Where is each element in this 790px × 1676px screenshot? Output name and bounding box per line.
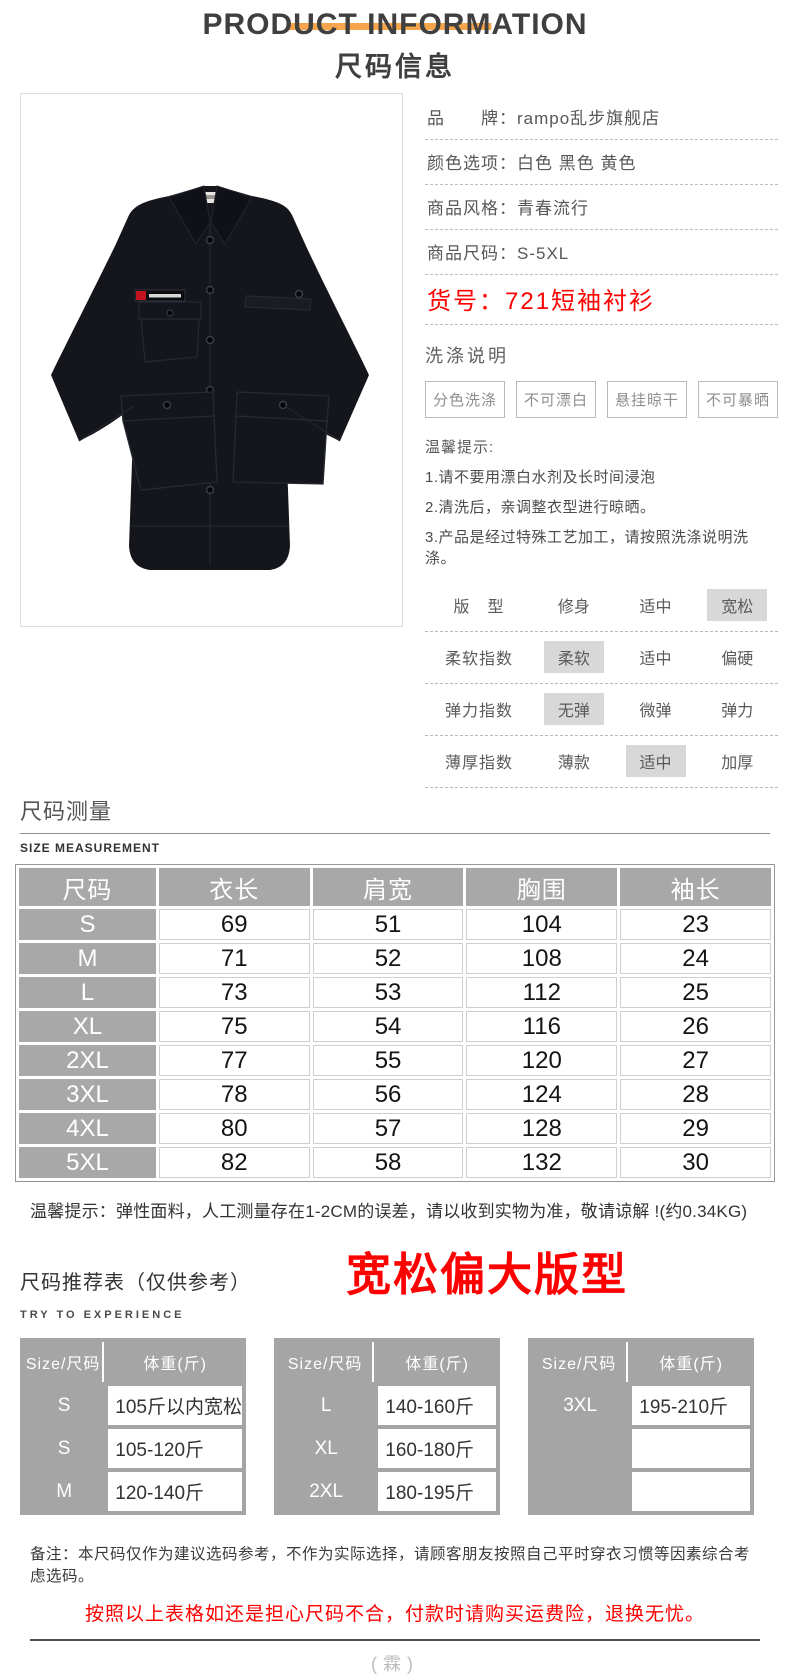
brand-label: 品 牌： — [427, 109, 517, 128]
table-row: 3XL 78 56 124 28 — [19, 1079, 771, 1110]
page-title-zh: 尺码信息 — [335, 52, 455, 82]
colors-label: 颜色选项： — [427, 154, 517, 173]
wash-tag-hang-dry: 悬挂晾干 — [607, 381, 688, 418]
remark-note: 备注：本尺码仅作为建议选码参考，不作为实际选择，请顾客朋友按照自己平时穿衣习惯等… — [30, 1546, 751, 1585]
size-cell: 2XL — [19, 1045, 156, 1076]
selected-option: 适中 — [625, 745, 686, 777]
section-divider — [20, 833, 770, 834]
fit-type-label: 宽松偏大版型 — [346, 1249, 629, 1300]
attr-row-elasticity: 弹力指数 无弹 微弹 弹力 — [425, 684, 779, 736]
table-row — [532, 1429, 750, 1468]
size-cell: 4XL — [19, 1113, 156, 1144]
selected-option: 无弹 — [543, 693, 604, 725]
selected-option: 宽松 — [707, 589, 768, 621]
size-cell: 5XL — [19, 1147, 156, 1178]
size-measurement-table: 尺码 衣长 肩宽 胸围 袖长 S 69 51 104 23 M 71 52 10… — [15, 864, 775, 1182]
wash-tip-1: 1.请不要用漂白水剂及长时间浸泡 — [425, 469, 656, 486]
product-image — [20, 93, 403, 627]
recommend-header: 尺码推荐表（仅供参考） 宽松偏大版型 — [20, 1238, 770, 1303]
table-row: S 105-120斤 — [24, 1429, 242, 1468]
size-cell: M — [19, 943, 156, 974]
wash-tip-2: 2.清洗后，亲调整衣型进行晾晒。 — [425, 499, 656, 516]
table-row: 4XL 80 57 128 29 — [19, 1113, 771, 1144]
size-section-title: 尺码测量 — [20, 799, 113, 824]
watermark: (霖) — [371, 1654, 419, 1674]
sizes-label: 商品尺码： — [427, 244, 517, 263]
table-row: S 69 51 104 23 — [19, 909, 771, 940]
recommend-tables: Size/尺码 体重(斤) S 105斤以内宽松 S 105-120斤 M 12… — [20, 1338, 790, 1515]
table-row: 5XL 82 58 132 30 — [19, 1147, 771, 1178]
recommend-table-3: Size/尺码 体重(斤) 3XL 195-210斤 — [528, 1338, 754, 1515]
header-cell: 袖长 — [620, 868, 771, 906]
washing-title: 洗涤说明 — [425, 346, 509, 366]
item-number-label: 货号： — [427, 288, 505, 315]
recommend-subtitle: TRY TO EXPERIENCE — [20, 1309, 185, 1321]
style-label: 商品风格： — [427, 199, 517, 218]
shirt-image — [51, 185, 369, 570]
wash-tip-3: 3.产品是经过特殊工艺加工，请按照洗涤说明洗涤。 — [425, 529, 749, 567]
table-row — [532, 1472, 750, 1511]
attr-row-thickness: 薄厚指数 薄款 适中 加厚 — [425, 736, 779, 788]
attr-row-fit: 版 型 修身 适中 宽松 — [425, 580, 779, 632]
wash-tag-no-sun: 不可暴晒 — [698, 381, 779, 418]
table-row: 2XL 180-195斤 — [278, 1472, 496, 1511]
recommend-table-1: Size/尺码 体重(斤) S 105斤以内宽松 S 105-120斤 M 12… — [20, 1338, 246, 1515]
header-cell: 胸围 — [466, 868, 618, 906]
header-cell: 衣长 — [158, 868, 310, 906]
top-content: 品 牌：rampo乱步旗舰店 颜色选项：白色 黑色 黄色 商品风格：青春流行 商… — [20, 93, 779, 788]
selected-option: 柔软 — [543, 641, 604, 673]
brand-value: rampo乱步旗舰店 — [517, 109, 661, 128]
page-title-en: PRODUCT INFORMATION — [202, 8, 588, 41]
header-cell: 肩宽 — [312, 868, 464, 906]
wash-tag-no-bleach: 不可漂白 — [516, 381, 597, 418]
detail-row-brand: 品 牌：rampo乱步旗舰店 — [425, 95, 779, 140]
wash-tips-title: 温馨提示: — [425, 439, 495, 456]
detail-row-colors: 颜色选项：白色 黑色 黄色 — [425, 140, 779, 185]
fabric-attributes-table: 版 型 修身 适中 宽松 柔软指数 柔软 适中 偏硬 弹力指数 无弹 微弹 弹力… — [425, 580, 779, 788]
table-row: XL 75 54 116 26 — [19, 1011, 771, 1042]
detail-row-style: 商品风格：青春流行 — [425, 185, 779, 230]
attr-row-softness: 柔软指数 柔软 适中 偏硬 — [425, 632, 779, 684]
recommend-table-2: Size/尺码 体重(斤) L 140-160斤 XL 160-180斤 2XL… — [274, 1338, 500, 1515]
product-details-panel: 品 牌：rampo乱步旗舰店 颜色选项：白色 黑色 黄色 商品风格：青春流行 商… — [425, 93, 779, 788]
shipping-insurance-warning: 按照以上表格如还是担心尺码不合，付款时请购买运费险，退换无忧。 — [84, 1604, 705, 1625]
style-value: 青春流行 — [517, 199, 589, 218]
item-number-value: 721短袖衬衫 — [505, 288, 656, 315]
size-cell: L — [19, 977, 156, 1008]
header-cell: 尺码 — [19, 868, 156, 906]
table-row: M 71 52 108 24 — [19, 943, 771, 974]
table-row: S 105斤以内宽松 — [24, 1386, 242, 1425]
recommend-title: 尺码推荐表（仅供参考） — [20, 1272, 251, 1294]
footer-divider — [30, 1639, 760, 1641]
colors-value: 白色 黑色 黄色 — [517, 154, 637, 173]
table-row: L 73 53 112 25 — [19, 977, 771, 1008]
table-row: L 140-160斤 — [278, 1386, 496, 1425]
size-cell: XL — [19, 1011, 156, 1042]
size-section-subtitle: SIZE MEASUREMENT — [20, 841, 161, 855]
page-header: PRODUCT INFORMATION 尺码信息 — [0, 0, 790, 84]
size-cell: S — [19, 909, 156, 940]
size-table-header-row: 尺码 衣长 肩宽 胸围 袖长 — [19, 868, 771, 906]
table-row: 3XL 195-210斤 — [532, 1386, 750, 1425]
accent-underline-bar — [286, 23, 492, 30]
washing-tags: 分色洗涤 不可漂白 悬挂晾干 不可暴晒 — [425, 381, 779, 418]
wash-tag-separate: 分色洗涤 — [425, 381, 506, 418]
item-number-row: 货号：721短袖衬衫 — [425, 275, 779, 325]
sizes-value: S-5XL — [517, 244, 570, 263]
measurement-tip: 温馨提示：弹性面料，人工测量存在1-2CM的误差，请以收到实物为准，敬请谅解 !… — [30, 1202, 748, 1221]
table-row: 2XL 77 55 120 27 — [19, 1045, 771, 1076]
table-row: XL 160-180斤 — [278, 1429, 496, 1468]
table-row: M 120-140斤 — [24, 1472, 242, 1511]
size-cell: 3XL — [19, 1079, 156, 1110]
detail-row-sizes: 商品尺码：S-5XL — [425, 230, 779, 275]
